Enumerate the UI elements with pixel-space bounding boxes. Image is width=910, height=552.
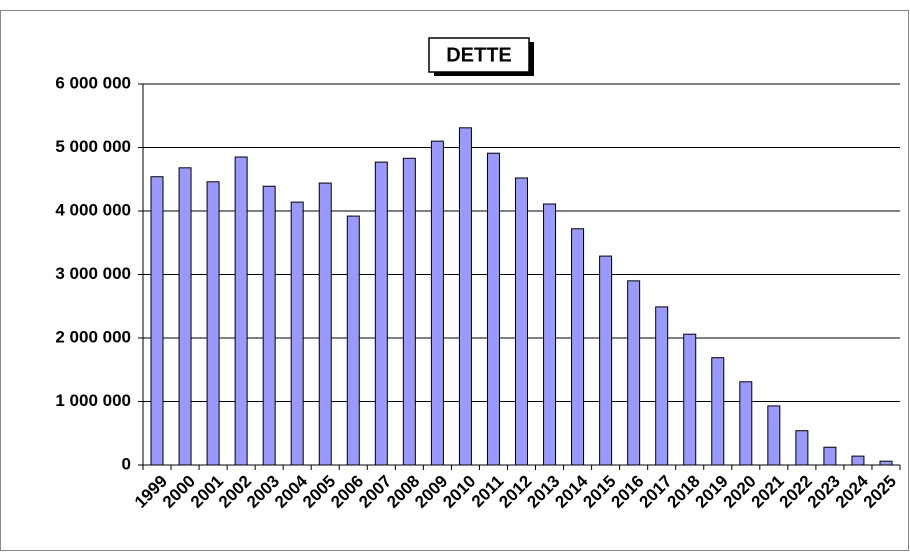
bar bbox=[571, 228, 585, 466]
bar bbox=[178, 167, 192, 466]
bar bbox=[402, 157, 416, 466]
bar bbox=[515, 177, 528, 466]
bar bbox=[318, 182, 332, 466]
bar bbox=[458, 127, 472, 466]
bar bbox=[374, 161, 388, 466]
bar bbox=[290, 201, 304, 466]
y-tick-label: 3 000 000 bbox=[55, 264, 131, 283]
chart-title: DETTE bbox=[446, 44, 512, 66]
y-tick-label: 0 bbox=[122, 454, 131, 473]
bar bbox=[150, 176, 164, 466]
bar bbox=[346, 215, 360, 466]
bar bbox=[739, 381, 753, 466]
bar bbox=[627, 280, 641, 466]
bar bbox=[234, 156, 248, 466]
bar bbox=[262, 185, 276, 466]
y-tick-label: 2 000 000 bbox=[55, 327, 131, 346]
y-tick-label: 5 000 000 bbox=[55, 137, 131, 156]
bar bbox=[767, 405, 781, 466]
y-tick-label: 1 000 000 bbox=[55, 391, 131, 410]
bar bbox=[543, 203, 557, 466]
chart-frame bbox=[0, 10, 909, 551]
bar bbox=[683, 333, 697, 466]
bar bbox=[879, 460, 893, 466]
bar bbox=[795, 430, 809, 466]
bar bbox=[206, 181, 220, 466]
bar bbox=[486, 152, 500, 466]
y-tick-label: 4 000 000 bbox=[55, 200, 131, 219]
bar bbox=[430, 140, 444, 466]
bar bbox=[711, 357, 725, 466]
bar bbox=[851, 455, 865, 466]
bar bbox=[599, 255, 613, 466]
bar bbox=[823, 446, 837, 466]
y-tick-label: 6 000 000 bbox=[55, 73, 131, 92]
bar bbox=[655, 306, 669, 466]
title-box bbox=[428, 37, 530, 73]
